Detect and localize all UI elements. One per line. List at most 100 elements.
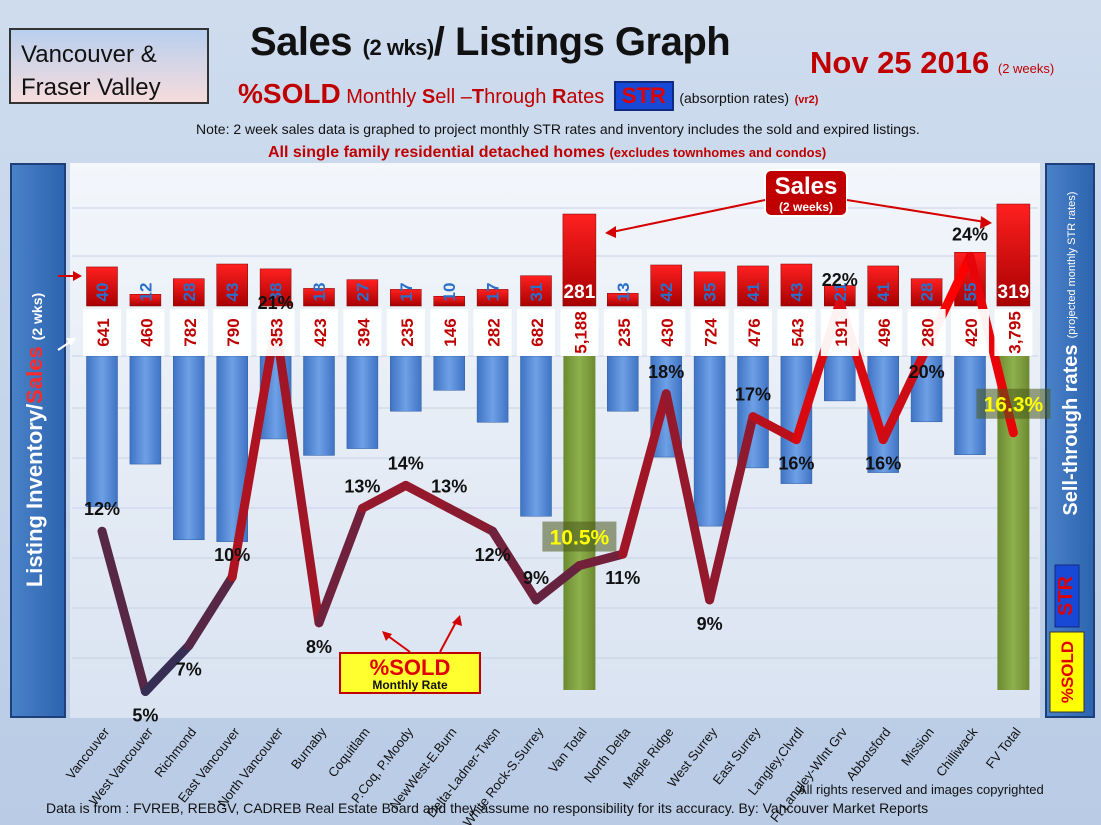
str-label: 7%	[176, 660, 202, 680]
category-label: Van Total	[545, 725, 590, 776]
inventory-label: 476	[745, 318, 764, 346]
left-sales-arrowhead	[73, 271, 82, 281]
data-note: Note: 2 week sales data is graphed to pr…	[196, 121, 920, 137]
inventory-label-bg	[430, 309, 469, 356]
sales-bar	[303, 288, 335, 307]
sales-bar	[86, 266, 118, 307]
sales-bar	[737, 265, 769, 307]
sales-label: 43	[223, 283, 242, 302]
sales-label: 12	[136, 283, 155, 302]
subtitle-t: T	[471, 86, 485, 108]
str-line-segment	[97, 526, 150, 696]
inventory-bar	[607, 355, 639, 412]
inventory-label-bg	[907, 309, 946, 356]
scope-main: All single family residential detached h…	[268, 144, 605, 161]
str-line-segment	[618, 389, 671, 559]
inventory-label: 420	[962, 318, 981, 346]
left-axis-label: Listing Inventory/Sales (2 wks)	[22, 293, 47, 587]
inventory-bar	[693, 355, 726, 527]
inventory-label: 430	[658, 318, 677, 346]
category-label: Richmond	[151, 725, 199, 780]
inventory-label-bg	[343, 309, 382, 356]
inventory-label: 353	[268, 318, 287, 346]
category-label: Burnaby	[288, 724, 330, 772]
sold-arrowhead-right	[452, 615, 462, 626]
inventory-label-bg	[560, 309, 599, 356]
inventory-label: 496	[875, 318, 894, 346]
sales-callout-title: Sales	[775, 173, 838, 200]
str-label: 20%	[909, 362, 945, 382]
sales-bar	[607, 293, 639, 307]
inventory-label: 423	[311, 318, 330, 346]
inventory-label: 682	[528, 318, 547, 346]
inventory-label-bg	[213, 309, 252, 356]
sales-arrow-right	[846, 199, 986, 223]
str-line-segment	[357, 480, 411, 513]
region-box: Vancouver & Fraser Valley	[9, 28, 209, 104]
sold-arrowhead-left	[382, 631, 392, 641]
sales-bar	[650, 264, 682, 307]
str-line-segment	[140, 641, 194, 696]
inventory-label-bg	[83, 309, 121, 356]
title-tail: / Listings Graph	[433, 20, 731, 64]
str-line-segment	[488, 526, 541, 605]
inventory-label-bg	[386, 309, 425, 356]
str-label: 22%	[822, 270, 858, 290]
inventory-label: 3,795	[1005, 311, 1024, 354]
str-label: 13%	[431, 476, 467, 496]
region-line2: Fraser Valley	[21, 74, 161, 101]
sales-bar	[390, 289, 422, 307]
sales-bar	[996, 203, 1031, 307]
inventory-bar	[433, 355, 465, 391]
str-line-segment	[878, 343, 932, 445]
sales-bar	[173, 278, 205, 307]
sales-label: 38	[267, 283, 286, 302]
sales-label: 28	[918, 283, 937, 302]
sales-label: 13	[614, 283, 633, 302]
total-str-label: 16.3%	[984, 394, 1044, 417]
sold-arrow-left	[387, 635, 411, 653]
sales-bars	[86, 203, 1031, 307]
sales-callout-box	[764, 169, 848, 217]
left-inv-arrow	[57, 341, 71, 351]
sales-label: 42	[657, 283, 676, 302]
str-line-segment	[748, 412, 801, 445]
sales-label: 10	[440, 283, 459, 302]
str-label: 8%	[306, 637, 332, 657]
sales-callout-sub: (2 weeks)	[779, 200, 833, 214]
absorption-note: (absorption rates)	[679, 90, 790, 106]
inventory-label-bg	[734, 309, 772, 356]
sales-label: 43	[787, 283, 806, 302]
total-str-label: 10.5%	[550, 527, 610, 550]
subtitle-s: S	[421, 86, 436, 108]
str-label: 12%	[84, 499, 120, 519]
str-line-segment	[531, 561, 584, 605]
str-line-segment	[184, 572, 237, 651]
str-line-segment	[314, 503, 367, 628]
str-label: 17%	[735, 385, 771, 405]
sales-label: 41	[874, 283, 893, 302]
date-main: Nov 25 2016	[810, 45, 990, 80]
total-str-bg	[976, 388, 1051, 419]
left-axis-banner	[10, 163, 66, 718]
version-tag: (vr2)	[794, 94, 819, 106]
sales-arrowhead-left	[605, 226, 616, 238]
str-label: 21%	[258, 293, 294, 313]
inventory-label: 191	[832, 318, 851, 346]
str-line-segment	[401, 480, 454, 513]
sales-label: 40	[93, 283, 112, 302]
sales-label: 21	[831, 283, 850, 302]
inventory-bar	[86, 355, 118, 507]
inventory-bar	[173, 355, 205, 541]
category-label: FV Total	[983, 725, 1024, 772]
inventory-label: 394	[354, 318, 373, 347]
subtitle-r: R	[551, 86, 567, 108]
sales-bar	[216, 263, 248, 307]
inventory-label: 235	[615, 318, 634, 346]
str-line-segment	[705, 412, 758, 605]
sales-label: 319	[998, 282, 1030, 303]
left-axis-part1: Listing Inventory/	[22, 404, 47, 587]
str-label: 24%	[952, 224, 988, 244]
inventory-label-bg	[820, 309, 859, 356]
sales-label: 27	[353, 283, 372, 302]
